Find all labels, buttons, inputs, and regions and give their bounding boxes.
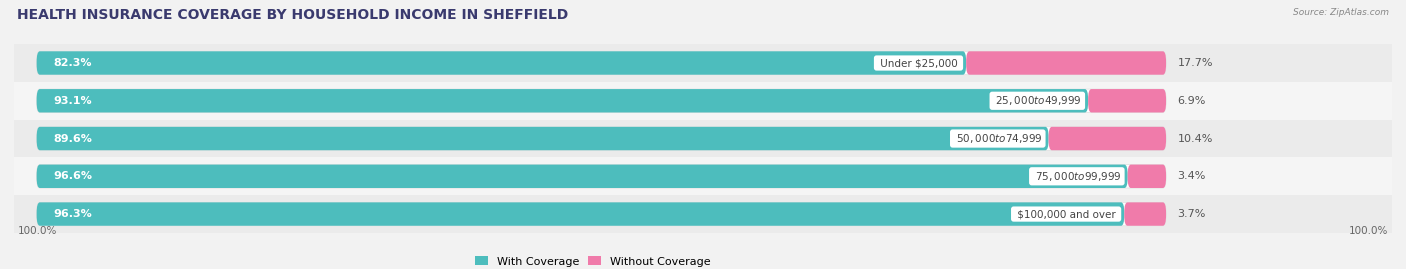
Text: 10.4%: 10.4% [1177, 133, 1213, 144]
FancyBboxPatch shape [37, 89, 1166, 112]
Text: 3.7%: 3.7% [1177, 209, 1206, 219]
Text: Under $25,000: Under $25,000 [876, 58, 960, 68]
Text: 93.1%: 93.1% [53, 96, 93, 106]
FancyBboxPatch shape [1088, 89, 1166, 112]
FancyBboxPatch shape [37, 165, 1166, 188]
FancyBboxPatch shape [966, 51, 1166, 75]
Text: 100.0%: 100.0% [1350, 226, 1389, 236]
Text: $75,000 to $99,999: $75,000 to $99,999 [1032, 170, 1122, 183]
Text: 3.4%: 3.4% [1177, 171, 1206, 181]
FancyBboxPatch shape [37, 89, 1088, 112]
FancyBboxPatch shape [37, 127, 1166, 150]
FancyBboxPatch shape [14, 82, 1392, 120]
Text: 82.3%: 82.3% [53, 58, 91, 68]
FancyBboxPatch shape [14, 157, 1392, 195]
FancyBboxPatch shape [37, 127, 1049, 150]
FancyBboxPatch shape [14, 195, 1392, 233]
FancyBboxPatch shape [37, 51, 966, 75]
FancyBboxPatch shape [37, 202, 1166, 226]
Text: $100,000 and over: $100,000 and over [1014, 209, 1119, 219]
Text: 96.6%: 96.6% [53, 171, 93, 181]
FancyBboxPatch shape [37, 165, 1128, 188]
Text: $25,000 to $49,999: $25,000 to $49,999 [993, 94, 1083, 107]
FancyBboxPatch shape [37, 202, 1125, 226]
Text: 89.6%: 89.6% [53, 133, 93, 144]
FancyBboxPatch shape [1128, 165, 1166, 188]
FancyBboxPatch shape [1125, 202, 1166, 226]
Text: 100.0%: 100.0% [17, 226, 56, 236]
FancyBboxPatch shape [14, 120, 1392, 157]
Text: HEALTH INSURANCE COVERAGE BY HOUSEHOLD INCOME IN SHEFFIELD: HEALTH INSURANCE COVERAGE BY HOUSEHOLD I… [17, 8, 568, 22]
Text: 17.7%: 17.7% [1177, 58, 1213, 68]
Text: 6.9%: 6.9% [1177, 96, 1206, 106]
Text: $50,000 to $74,999: $50,000 to $74,999 [953, 132, 1043, 145]
FancyBboxPatch shape [37, 51, 1166, 75]
Legend: With Coverage, Without Coverage: With Coverage, Without Coverage [475, 256, 711, 267]
FancyBboxPatch shape [14, 44, 1392, 82]
FancyBboxPatch shape [1049, 127, 1166, 150]
Text: Source: ZipAtlas.com: Source: ZipAtlas.com [1294, 8, 1389, 17]
Text: 96.3%: 96.3% [53, 209, 93, 219]
